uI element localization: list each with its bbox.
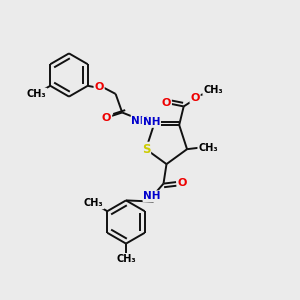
Text: O: O [162,98,171,107]
Text: NH: NH [131,116,149,126]
Text: CH₃: CH₃ [116,254,136,264]
Text: O: O [177,178,187,188]
Text: NH: NH [143,191,161,201]
Text: S: S [142,143,150,156]
Text: O: O [190,93,200,103]
Text: NH: NH [143,117,160,127]
Text: O: O [102,113,111,123]
Text: CH₃: CH₃ [27,88,46,99]
Text: CH₃: CH₃ [84,198,104,208]
Text: CH₃: CH₃ [203,85,223,95]
Text: O: O [94,82,104,92]
Text: CH₃: CH₃ [198,143,218,153]
